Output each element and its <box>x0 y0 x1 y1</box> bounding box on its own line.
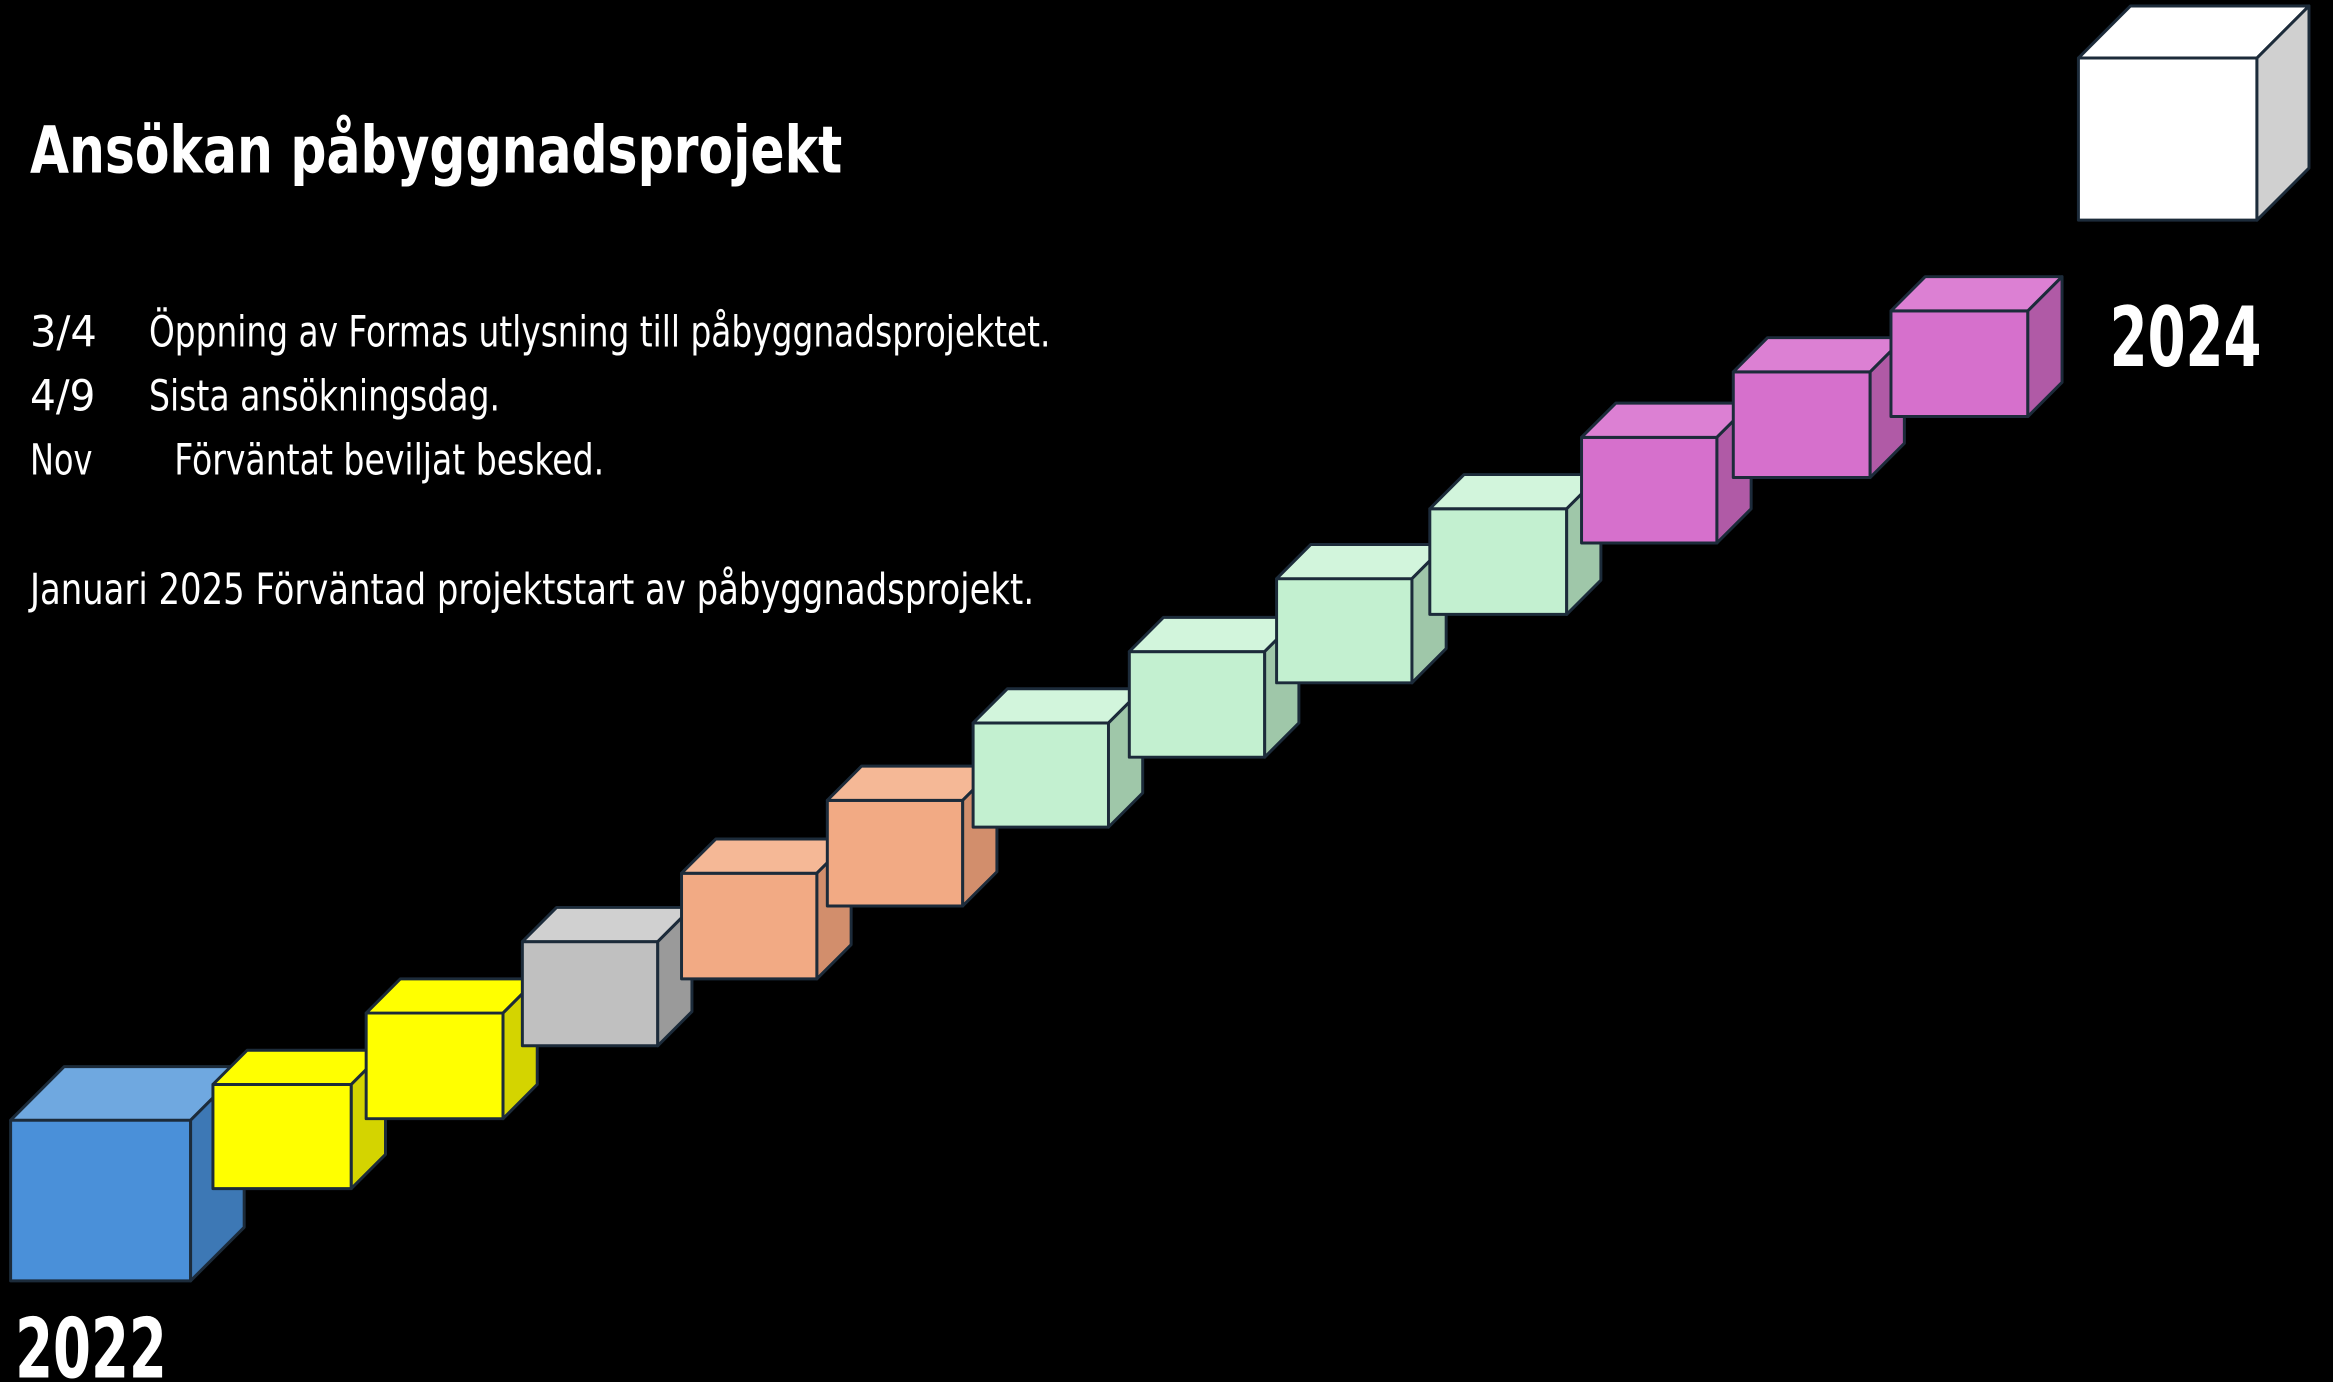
cube-face <box>1277 579 1412 683</box>
cube-face <box>11 1120 191 1281</box>
end-year: 2024 <box>2110 289 2262 386</box>
item-date: Nov <box>30 436 92 486</box>
cube-face <box>973 723 1108 827</box>
title: Ansökan påbyggnadsprojekt <box>30 113 842 189</box>
start-year: 2022 <box>15 1301 167 1382</box>
cube-face <box>827 800 962 906</box>
slide: Ansökan påbyggnadsprojekt 3/4 Öppning av… <box>0 0 2333 1382</box>
item-date: 3/4 <box>30 308 97 358</box>
item-text: Förväntat beviljat besked. <box>174 436 604 486</box>
item-text: Sista ansökningsdag. <box>149 372 500 422</box>
cube-face <box>213 1084 351 1188</box>
cube-face <box>682 873 817 979</box>
item-text: Öppning av Formas utlysning till påbyggn… <box>149 307 1050 358</box>
cube-face <box>522 942 657 1046</box>
cube-face <box>1582 437 1717 543</box>
page: Ansökan påbyggnadsprojekt 3/4 Öppning av… <box>0 0 2333 1382</box>
cube-face <box>366 1013 503 1119</box>
cube-face <box>2078 58 2257 220</box>
cube-face <box>1733 372 1870 478</box>
cube-face <box>1129 652 1264 758</box>
note: Januari 2025 Förväntad projektstart av p… <box>28 565 1034 615</box>
item-date: 4/9 <box>30 372 95 422</box>
cube-face <box>1891 311 2028 417</box>
cube-face <box>1430 509 1567 615</box>
